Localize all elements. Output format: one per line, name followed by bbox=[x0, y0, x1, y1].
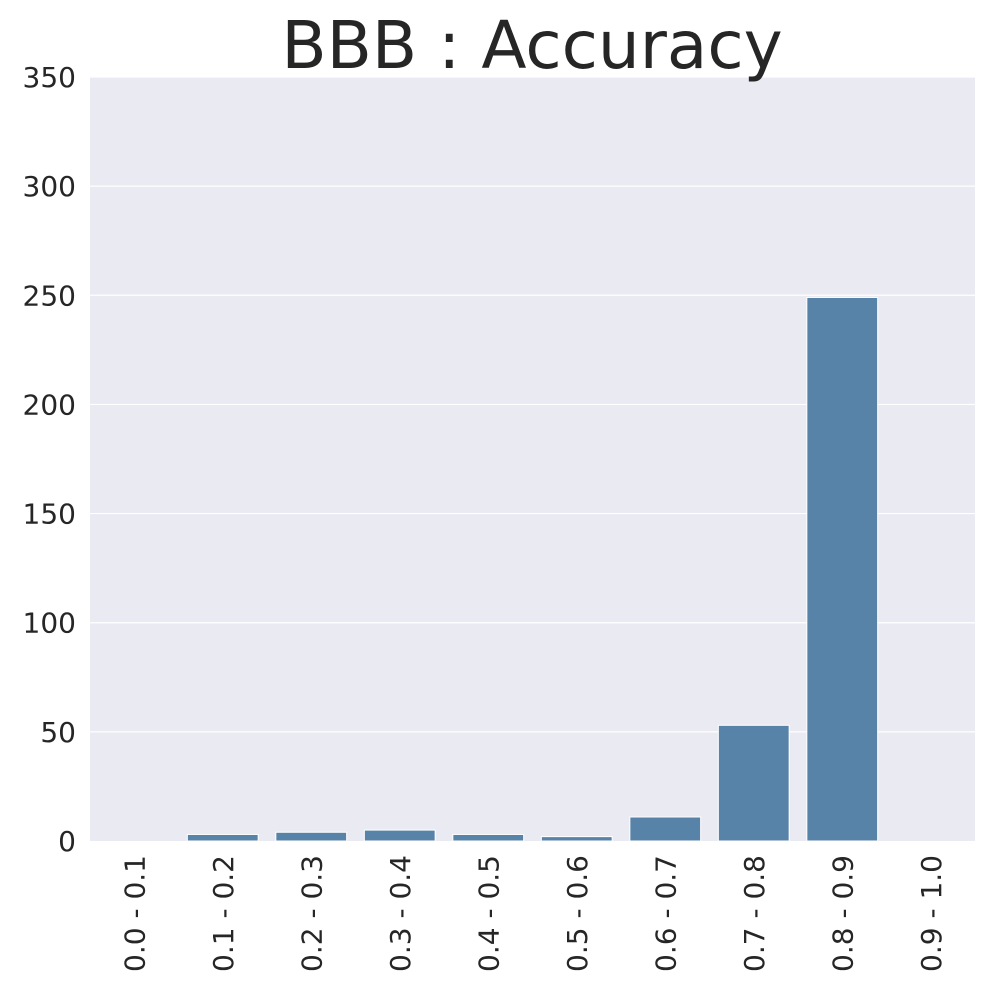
y-tick-label: 350 bbox=[23, 61, 76, 94]
y-tick-label: 200 bbox=[23, 388, 76, 421]
x-tick-label: 0.6 - 0.7 bbox=[649, 855, 682, 972]
grid-lines bbox=[90, 76, 975, 733]
y-tick-label: 50 bbox=[40, 716, 76, 749]
x-axis-tick-labels: 0.0 - 0.1 0.1 - 0.2 0.2 - 0.3 0.3 - 0.4 0.4 … bbox=[118, 855, 948, 972]
x-tick-label: 0.9 - 1.0 bbox=[915, 855, 948, 972]
bar bbox=[452, 833, 525, 842]
x-tick-label: 0.7 - 0.8 bbox=[738, 855, 771, 972]
y-axis-tick-labels: 0 50 100 150 200 250 300 350 bbox=[23, 61, 76, 858]
y-tick-label: 0 bbox=[58, 825, 76, 858]
bar bbox=[806, 296, 879, 842]
bar bbox=[540, 836, 613, 842]
chart-title: BBB : Accuracy bbox=[281, 7, 782, 84]
x-tick-label: 0.2 - 0.3 bbox=[295, 855, 328, 972]
bar bbox=[186, 833, 259, 842]
bars bbox=[186, 296, 879, 842]
x-tick-label: 0.5 - 0.6 bbox=[561, 855, 594, 972]
bar bbox=[275, 831, 348, 842]
y-tick-label: 100 bbox=[23, 607, 76, 640]
y-tick-label: 250 bbox=[23, 279, 76, 312]
bar bbox=[363, 829, 436, 842]
x-tick-label: 0.3 - 0.4 bbox=[384, 855, 417, 972]
x-tick-label: 0.1 - 0.2 bbox=[207, 855, 240, 972]
x-tick-label: 0.0 - 0.1 bbox=[118, 855, 151, 972]
x-tick-label: 0.4 - 0.5 bbox=[472, 855, 505, 972]
x-tick-label: 0.8 - 0.9 bbox=[826, 855, 859, 972]
y-tick-label: 300 bbox=[23, 170, 76, 203]
y-tick-label: 150 bbox=[23, 498, 76, 531]
bar bbox=[717, 724, 790, 842]
bar bbox=[629, 816, 702, 842]
